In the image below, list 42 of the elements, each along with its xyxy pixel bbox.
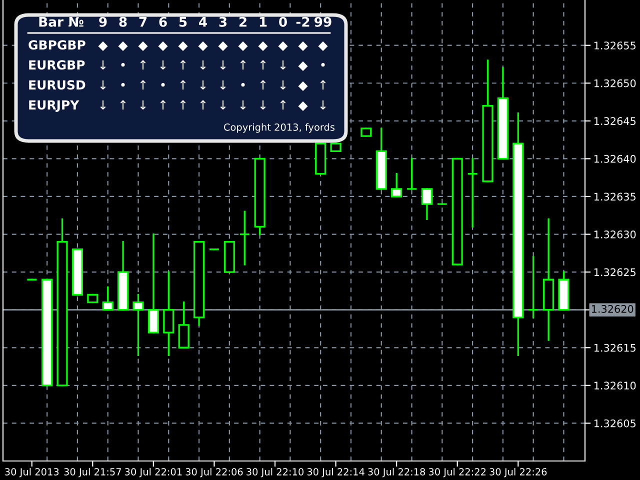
candlestick <box>148 233 159 334</box>
text: 9 8 7 6 5 4 3 2 1 0 -2 99 <box>99 16 332 27</box>
text: ↓ ↑ ↓ ↑ ↑ ↑ ↓ ↓ ↓ ↑ ◆ ↓ <box>100 100 326 111</box>
ref-line-label: 1.32620 <box>592 304 634 313</box>
candlestick <box>132 294 144 356</box>
candlestick <box>102 286 114 311</box>
y-tick-label: 1.32610 <box>594 382 636 390</box>
y-tick-label: 1.32645 <box>594 117 636 126</box>
x-tick-label: 30 Jul 22:26 <box>490 468 547 478</box>
x-tick-label: 30 Jul 22:22 <box>428 468 486 478</box>
annotation: Copyright 2013, fyords <box>224 123 335 133</box>
x-tick-label: 30 Jul 22:18 <box>368 468 426 478</box>
annotation: EURUSD <box>29 80 86 90</box>
x-tick-label: 30 Jul 22:14 <box>307 468 364 478</box>
annotation: GBPGBP <box>28 40 86 50</box>
candlestick <box>467 158 478 228</box>
candlestick <box>178 301 190 348</box>
candlestick <box>391 172 402 198</box>
text: ◆ ◆ ◆ ◆ ◆ ◆ ◆ ◆ ◆ ◆ ◆ ◆ <box>98 41 328 51</box>
candlestick <box>163 271 174 356</box>
x-tick-label: 30 Jul 2013 <box>5 468 59 478</box>
annotation: EURJPY <box>29 100 80 112</box>
x-tick-label: 30 Jul 22:01 <box>125 468 182 478</box>
x-tick-label: 30 Jul 22:06 <box>186 468 243 478</box>
annotation: Bar № <box>39 17 84 27</box>
text: ↓ • ↑ • ↑ ↓ ↓ • ↑ ↓ ◆ ↑ <box>100 80 326 91</box>
candlestick <box>528 256 539 318</box>
y-tick-label: 1.32615 <box>594 344 636 352</box>
candlestick <box>406 158 418 190</box>
y-tick-label: 1.32655 <box>594 42 636 50</box>
x-tick-label: 30 Jul 22:10 <box>246 468 304 478</box>
y-tick-label: 1.32650 <box>594 79 636 88</box>
x-tick-label: 30 Jul 21:57 <box>64 468 121 478</box>
annotation: EURGBP <box>29 60 85 70</box>
y-tick-label: 1.32630 <box>594 230 636 238</box>
y-tick-label: 1.32635 <box>594 192 636 201</box>
candlestick <box>421 188 433 220</box>
candlestick <box>239 210 250 266</box>
y-tick-label: 1.32640 <box>594 154 636 163</box>
y-tick-label: 1.32625 <box>594 268 636 276</box>
text: ↓ • ↑ ↓ ↑ ↓ ↓ ↑ ↑ ↓ ◆ • <box>100 60 325 71</box>
y-tick-label: 1.32605 <box>594 419 636 428</box>
